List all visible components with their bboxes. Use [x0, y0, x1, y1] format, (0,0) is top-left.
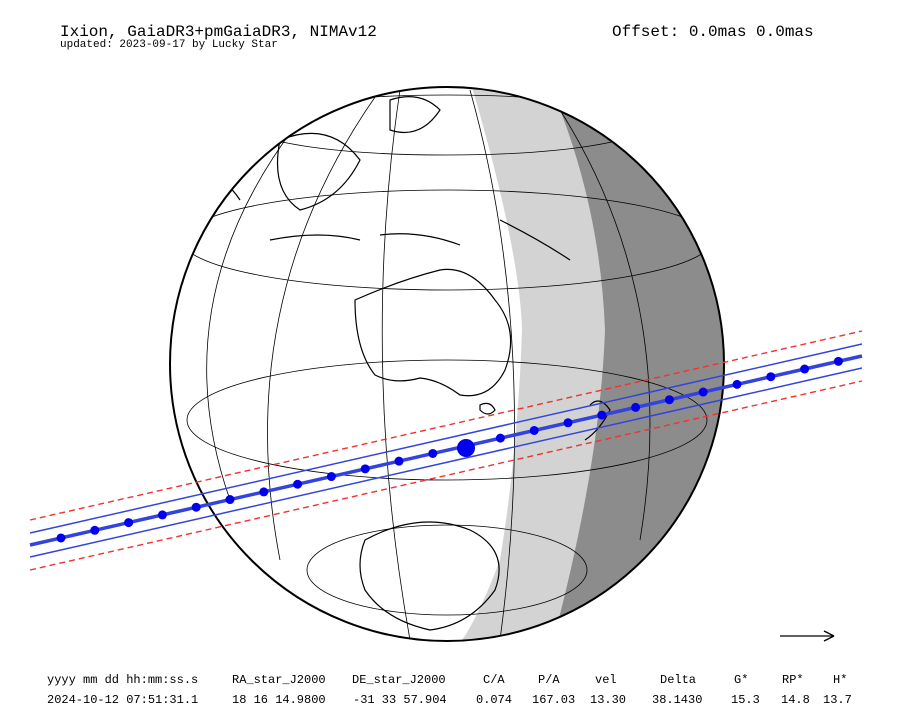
column-header: C/A: [483, 673, 505, 687]
column-header: Delta: [660, 673, 696, 687]
time-marker: [56, 533, 66, 543]
shadow-path: [29, 330, 863, 571]
time-marker: [360, 464, 370, 474]
event-table: yyyy mm dd hh:mm:ss.s RA_star_J2000 DE_sta…: [47, 673, 852, 707]
column-header: yyyy mm dd hh:mm:ss.s: [47, 673, 198, 687]
central-line: [29, 354, 863, 547]
time-marker: [529, 425, 539, 435]
time-marker: [225, 495, 235, 505]
column-header: DE_star_J2000: [352, 673, 446, 687]
shadow-limit: [29, 367, 863, 558]
uncertainty-limit: [29, 330, 863, 521]
column-header: RP*: [782, 673, 804, 687]
column-header: G*: [734, 673, 748, 687]
cell: 15.3: [731, 693, 760, 707]
cell: 13.7: [823, 693, 852, 707]
time-marker: [698, 387, 708, 397]
time-marker: [259, 487, 269, 497]
time-marker: [495, 433, 505, 443]
time-marker: [124, 518, 134, 528]
subtitle: updated: 2023-09-17 by Lucky Star: [60, 39, 278, 51]
time-marker: [800, 364, 810, 374]
globe-outline: [169, 86, 725, 642]
cell: 38.1430: [652, 693, 702, 707]
uncertainty-limit: [29, 380, 863, 571]
time-marker: [293, 479, 303, 489]
time-marker: [394, 456, 404, 466]
title: Ixion, GaiaDR3+pmGaiaDR3, NIMAv12: [60, 23, 377, 41]
direction-arrow: [780, 630, 835, 642]
cell: 13.30: [590, 693, 626, 707]
time-markers: [56, 356, 843, 543]
cell: 18 16 14.9800: [232, 693, 326, 707]
offset: Offset: 0.0mas 0.0mas: [612, 23, 814, 41]
time-marker: [597, 410, 607, 420]
coastlines: [199, 96, 611, 631]
cell: 167.03: [532, 693, 575, 707]
time-marker: [157, 510, 167, 520]
cell: 14.8: [781, 693, 810, 707]
closest-approach: [457, 439, 475, 457]
time-marker: [833, 356, 843, 366]
time-marker: [664, 395, 674, 405]
cell: 0.074: [476, 693, 512, 707]
time-marker: [732, 379, 742, 389]
column-header: P/A: [538, 673, 560, 687]
cell: -31 33 57.904: [353, 693, 447, 707]
column-header: RA_star_J2000: [232, 673, 326, 687]
column-header: vel: [595, 673, 617, 687]
time-marker: [766, 372, 776, 382]
cell: 2024-10-12 07:51:31.1: [47, 693, 198, 707]
shadow-limit: [29, 343, 863, 534]
time-marker: [631, 402, 641, 412]
time-marker: [191, 502, 201, 512]
time-marker: [428, 448, 438, 458]
time-marker: [563, 418, 573, 428]
time-marker: [326, 472, 336, 482]
column-header: H*: [833, 673, 847, 687]
time-marker: [90, 525, 100, 535]
